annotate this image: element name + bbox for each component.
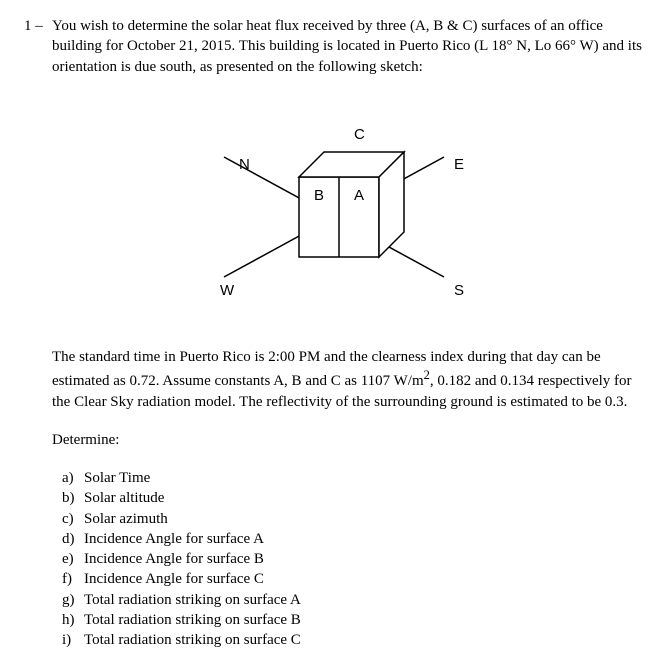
list-item: d) Incidence Angle for surface A	[62, 529, 643, 549]
list-item: g) Total radiation striking on surface A	[62, 590, 643, 610]
part-letter: i)	[62, 630, 84, 650]
part-text: Total radiation striking on surface C	[84, 630, 301, 650]
part-text: Total radiation striking on surface A	[84, 590, 301, 610]
list-item: e) Incidence Angle for surface B	[62, 549, 643, 569]
part-text: Solar Time	[84, 468, 150, 488]
determine-label: Determine:	[52, 430, 643, 450]
second-paragraph: The standard time in Puerto Rico is 2:00…	[52, 347, 643, 412]
part-letter: e)	[62, 549, 84, 569]
part-text: Incidence Angle for surface B	[84, 549, 264, 569]
problem-statement: 1 – You wish to determine the solar heat…	[24, 16, 643, 77]
label-s: S	[454, 282, 464, 299]
intro-paragraph: You wish to determine the solar heat flu…	[52, 16, 643, 77]
part-letter: b)	[62, 488, 84, 508]
part-text: Solar azimuth	[84, 509, 168, 529]
part-letter: f)	[62, 569, 84, 589]
problem-number: 1 –	[24, 16, 43, 36]
part-text: Incidence Angle for surface A	[84, 529, 264, 549]
label-e: E	[454, 156, 464, 173]
part-text: Incidence Angle for surface C	[84, 569, 264, 589]
part-letter: g)	[62, 590, 84, 610]
label-b: B	[314, 187, 324, 204]
label-a: A	[354, 187, 364, 204]
list-item: b) Solar altitude	[62, 488, 643, 508]
label-w: W	[220, 282, 235, 299]
part-letter: d)	[62, 529, 84, 549]
list-item: a) Solar Time	[62, 468, 643, 488]
list-item: c) Solar azimuth	[62, 509, 643, 529]
part-letter: h)	[62, 610, 84, 630]
part-text: Total radiation striking on surface B	[84, 610, 301, 630]
parts-list: a) Solar Time b) Solar altitude c) Solar…	[62, 468, 643, 650]
label-n: N	[239, 156, 250, 173]
part-text: Solar altitude	[84, 488, 164, 508]
part-letter: c)	[62, 509, 84, 529]
label-c: C	[354, 126, 365, 143]
building-sketch: C B A N E W S	[24, 117, 643, 323]
list-item: f) Incidence Angle for surface C	[62, 569, 643, 589]
list-item: h) Total radiation striking on surface B	[62, 610, 643, 630]
list-item: i) Total radiation striking on surface C	[62, 630, 643, 650]
part-letter: a)	[62, 468, 84, 488]
